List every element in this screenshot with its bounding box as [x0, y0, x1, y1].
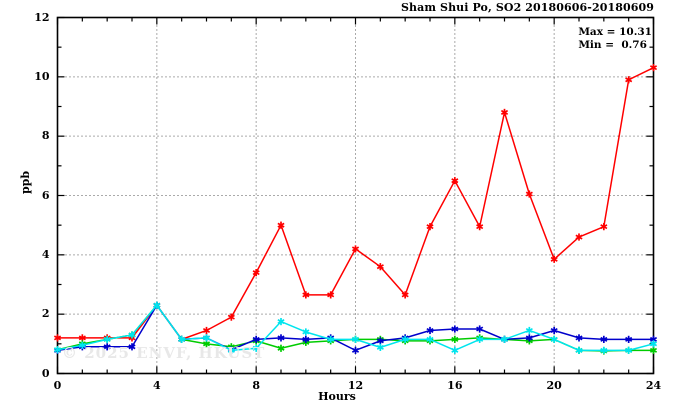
- x-axis-label: Hours: [318, 390, 356, 403]
- y-tick-label: 12: [34, 10, 50, 24]
- plot-frame: [56, 16, 655, 375]
- chart-title: Sham Shui Po, SO2 20180606-20180609: [401, 1, 654, 14]
- x-tick-label: 20: [546, 378, 562, 392]
- x-tick-label: 24: [645, 378, 662, 392]
- x-tick-label: 16: [447, 378, 463, 392]
- max-value-label: Max = 10.31: [578, 26, 652, 38]
- stats-annotation: Max = 10.31 Min = 0.76: [578, 26, 652, 52]
- y-tick-label: 2: [41, 307, 50, 321]
- axis-ticks: [56, 16, 655, 375]
- series-cyan: [53, 301, 658, 354]
- x-tick-label: 12: [347, 378, 364, 392]
- y-tick-label: 4: [41, 247, 50, 261]
- y-tick-label: 6: [41, 188, 50, 202]
- x-tick-label: 8: [252, 378, 260, 392]
- grid-lines: [57, 17, 654, 374]
- y-tick-label: 8: [41, 129, 50, 143]
- min-value-label: Min = 0.76: [578, 39, 647, 51]
- y-tick-label: 0: [41, 366, 50, 380]
- x-tick-label: 4: [153, 378, 161, 392]
- y-tick-label: 10: [34, 69, 50, 83]
- x-tick-label: 0: [53, 378, 62, 392]
